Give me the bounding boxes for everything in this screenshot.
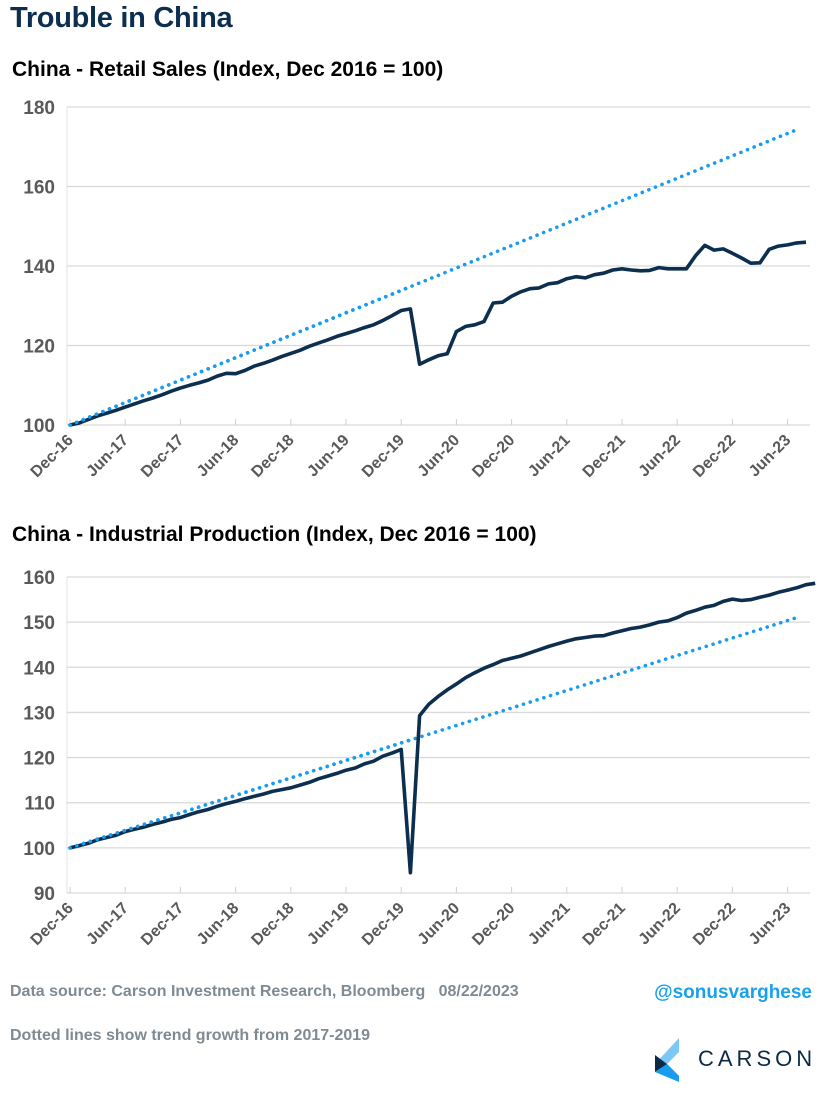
x-tick-label: Dec-18 bbox=[248, 432, 297, 481]
y-tick-label: 100 bbox=[23, 416, 55, 437]
x-tick-label: Dec-19 bbox=[359, 900, 408, 949]
y-tick-label: 150 bbox=[23, 613, 55, 634]
retail-sales-chart-title: China - Retail Sales (Index, Dec 2016 = … bbox=[12, 58, 444, 81]
data-source-note: Data source: Carson Investment Research,… bbox=[10, 983, 519, 1000]
y-tick-label: 90 bbox=[34, 884, 55, 905]
x-tick-label: Jun-20 bbox=[415, 432, 464, 481]
x-tick-label: Jun-18 bbox=[194, 432, 243, 481]
x-tick-label: Jun-23 bbox=[746, 432, 795, 481]
y-tick-label: 160 bbox=[23, 568, 55, 589]
industrial-production-chart-title: China - Industrial Production (Index, De… bbox=[12, 523, 537, 546]
y-tick-label: 140 bbox=[23, 257, 55, 278]
x-tick-label: Dec-16 bbox=[28, 900, 77, 949]
x-tick-label: Jun-19 bbox=[304, 900, 353, 949]
y-tick-label: 110 bbox=[24, 794, 55, 815]
x-tick-label: Jun-19 bbox=[304, 432, 353, 481]
y-tick-label: 120 bbox=[23, 749, 55, 770]
carson-logo-icon bbox=[655, 1038, 679, 1082]
x-tick-label: Dec-18 bbox=[248, 900, 297, 949]
x-tick-label: Dec-17 bbox=[138, 900, 187, 949]
carson-logo: CARSON bbox=[655, 1038, 815, 1082]
carson-logo-text: CARSON bbox=[698, 1046, 817, 1071]
x-tick-label: Jun-20 bbox=[415, 900, 464, 949]
x-tick-label: Jun-22 bbox=[636, 900, 685, 949]
x-tick-label: Dec-17 bbox=[138, 432, 187, 481]
actual-line bbox=[69, 581, 816, 875]
y-tick-label: 160 bbox=[23, 178, 55, 199]
trend-note: Dotted lines show trend growth from 2017… bbox=[10, 1027, 371, 1044]
x-tick-label: Jun-17 bbox=[84, 432, 133, 481]
y-tick-label: 100 bbox=[23, 839, 55, 860]
trend-line-overlay bbox=[68, 284, 413, 427]
x-tick-label: Dec-16 bbox=[28, 432, 77, 481]
y-tick-label: 180 bbox=[23, 98, 55, 119]
x-tick-label: Jun-17 bbox=[84, 900, 133, 949]
x-tick-label: Jun-23 bbox=[746, 900, 795, 949]
page-title: Trouble in China bbox=[10, 2, 233, 34]
trend-line-overlay bbox=[68, 738, 413, 850]
x-tick-label: Dec-20 bbox=[469, 432, 518, 481]
x-tick-label: Jun-21 bbox=[525, 900, 574, 949]
y-tick-label: 120 bbox=[23, 337, 55, 358]
author-handle[interactable]: @sonusvarghese bbox=[654, 982, 812, 1003]
x-tick-label: Dec-20 bbox=[469, 900, 518, 949]
y-tick-label: 140 bbox=[23, 658, 55, 679]
trend-line bbox=[68, 127, 799, 427]
x-tick-label: Jun-22 bbox=[636, 432, 685, 481]
x-tick-label: Dec-22 bbox=[690, 432, 739, 481]
x-tick-label: Jun-18 bbox=[194, 900, 243, 949]
x-tick-label: Jun-21 bbox=[525, 432, 574, 481]
x-tick-label: Dec-22 bbox=[690, 900, 739, 949]
actual-line bbox=[69, 240, 807, 427]
y-tick-label: 130 bbox=[23, 703, 55, 724]
x-tick-label: Dec-19 bbox=[359, 432, 408, 481]
x-tick-label: Dec-21 bbox=[580, 900, 629, 949]
x-tick-label: Dec-21 bbox=[580, 432, 629, 481]
